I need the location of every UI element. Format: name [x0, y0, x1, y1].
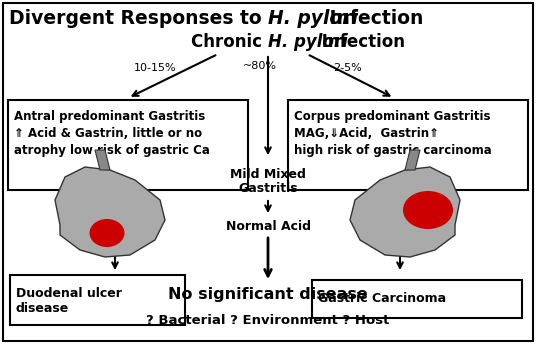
- Text: Infection: Infection: [323, 9, 423, 28]
- Ellipse shape: [403, 191, 453, 229]
- Text: Duodenal ulcer: Duodenal ulcer: [16, 287, 122, 300]
- Text: high risk of gastric carcinoma: high risk of gastric carcinoma: [294, 144, 492, 157]
- FancyBboxPatch shape: [312, 280, 522, 318]
- Text: Antral predominant Gastritis: Antral predominant Gastritis: [14, 110, 205, 123]
- Text: Divergent Responses to: Divergent Responses to: [9, 9, 268, 28]
- Polygon shape: [350, 167, 460, 257]
- Text: Gastric Carcinoma: Gastric Carcinoma: [318, 292, 446, 305]
- Polygon shape: [95, 150, 110, 170]
- Text: disease: disease: [16, 302, 69, 315]
- Text: MAG,⇓Acid,  Gastrin⇑: MAG,⇓Acid, Gastrin⇑: [294, 127, 439, 140]
- Text: ~80%: ~80%: [243, 61, 277, 71]
- Text: atrophy low risk of gastric Ca: atrophy low risk of gastric Ca: [14, 144, 210, 157]
- Text: ? Bacterial ? Environment ? Host: ? Bacterial ? Environment ? Host: [146, 314, 390, 327]
- Text: 2-5%: 2-5%: [333, 63, 362, 73]
- Polygon shape: [405, 150, 420, 170]
- Text: ⇑ Acid & Gastrin, little or no: ⇑ Acid & Gastrin, little or no: [14, 127, 202, 140]
- Text: 10-15%: 10-15%: [133, 63, 176, 73]
- FancyBboxPatch shape: [8, 100, 248, 190]
- Text: Chronic: Chronic: [191, 33, 268, 51]
- Text: Corpus predominant Gastritis: Corpus predominant Gastritis: [294, 110, 490, 123]
- Polygon shape: [55, 167, 165, 257]
- Text: Mild Mixed: Mild Mixed: [230, 168, 306, 181]
- Text: H. pylori: H. pylori: [268, 9, 358, 28]
- Text: H. pylori: H. pylori: [268, 33, 348, 51]
- Text: Infection: Infection: [316, 33, 405, 51]
- Text: Divergent Responses to H. pylori Infection: Divergent Responses to H. pylori Infecti…: [34, 9, 502, 28]
- Text: No significant disease: No significant disease: [168, 287, 368, 302]
- Text: Gastritis: Gastritis: [238, 182, 298, 195]
- FancyBboxPatch shape: [10, 275, 185, 325]
- Ellipse shape: [90, 219, 124, 247]
- Text: Normal Acid: Normal Acid: [226, 220, 310, 233]
- FancyBboxPatch shape: [288, 100, 528, 190]
